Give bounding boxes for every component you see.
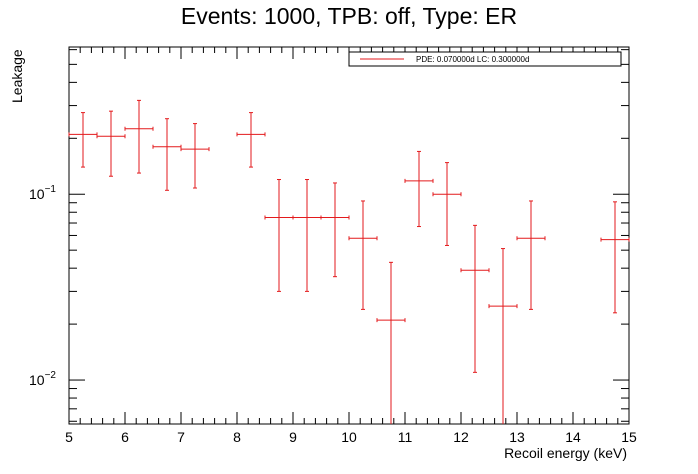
x-axis-label: Recoil energy (keV) (504, 445, 627, 461)
chart-title: Events: 1000, TPB: off, Type: ER (181, 3, 517, 29)
legend: PDE: 0.070000d LC: 0.300000d (348, 51, 622, 67)
data-point (236, 112, 266, 168)
x-tick-label: 10 (341, 429, 357, 445)
x-tick-label: 6 (121, 429, 129, 445)
legend-box (348, 51, 622, 67)
data-point (488, 248, 518, 424)
data-point (348, 200, 378, 310)
data-point (292, 179, 322, 292)
data-point (124, 99, 154, 174)
x-tick-label: 13 (509, 429, 525, 445)
data-point (460, 224, 490, 373)
data-point (376, 261, 406, 424)
x-tick-label: 5 (65, 429, 73, 445)
x-tick-label: 8 (233, 429, 241, 445)
x-tick-label: 11 (398, 429, 413, 445)
x-tick-label: 15 (621, 429, 637, 445)
data-point (404, 150, 434, 228)
x-tick-label: 9 (289, 429, 297, 445)
data-point (432, 162, 462, 246)
data-point (180, 123, 210, 189)
data-point (152, 118, 182, 191)
y-axis-label: Leakage (9, 49, 25, 103)
data-series (68, 99, 630, 424)
data-point (320, 182, 350, 278)
legend-entry: PDE: 0.070000d LC: 0.300000d (416, 55, 529, 64)
data-point (516, 200, 546, 310)
data-point (68, 112, 98, 168)
data-point (264, 179, 294, 292)
x-tick-label: 14 (565, 429, 581, 445)
x-tick-label: 12 (453, 429, 469, 445)
data-point (600, 201, 630, 314)
data-point (96, 110, 126, 177)
x-tick-label: 7 (177, 429, 185, 445)
